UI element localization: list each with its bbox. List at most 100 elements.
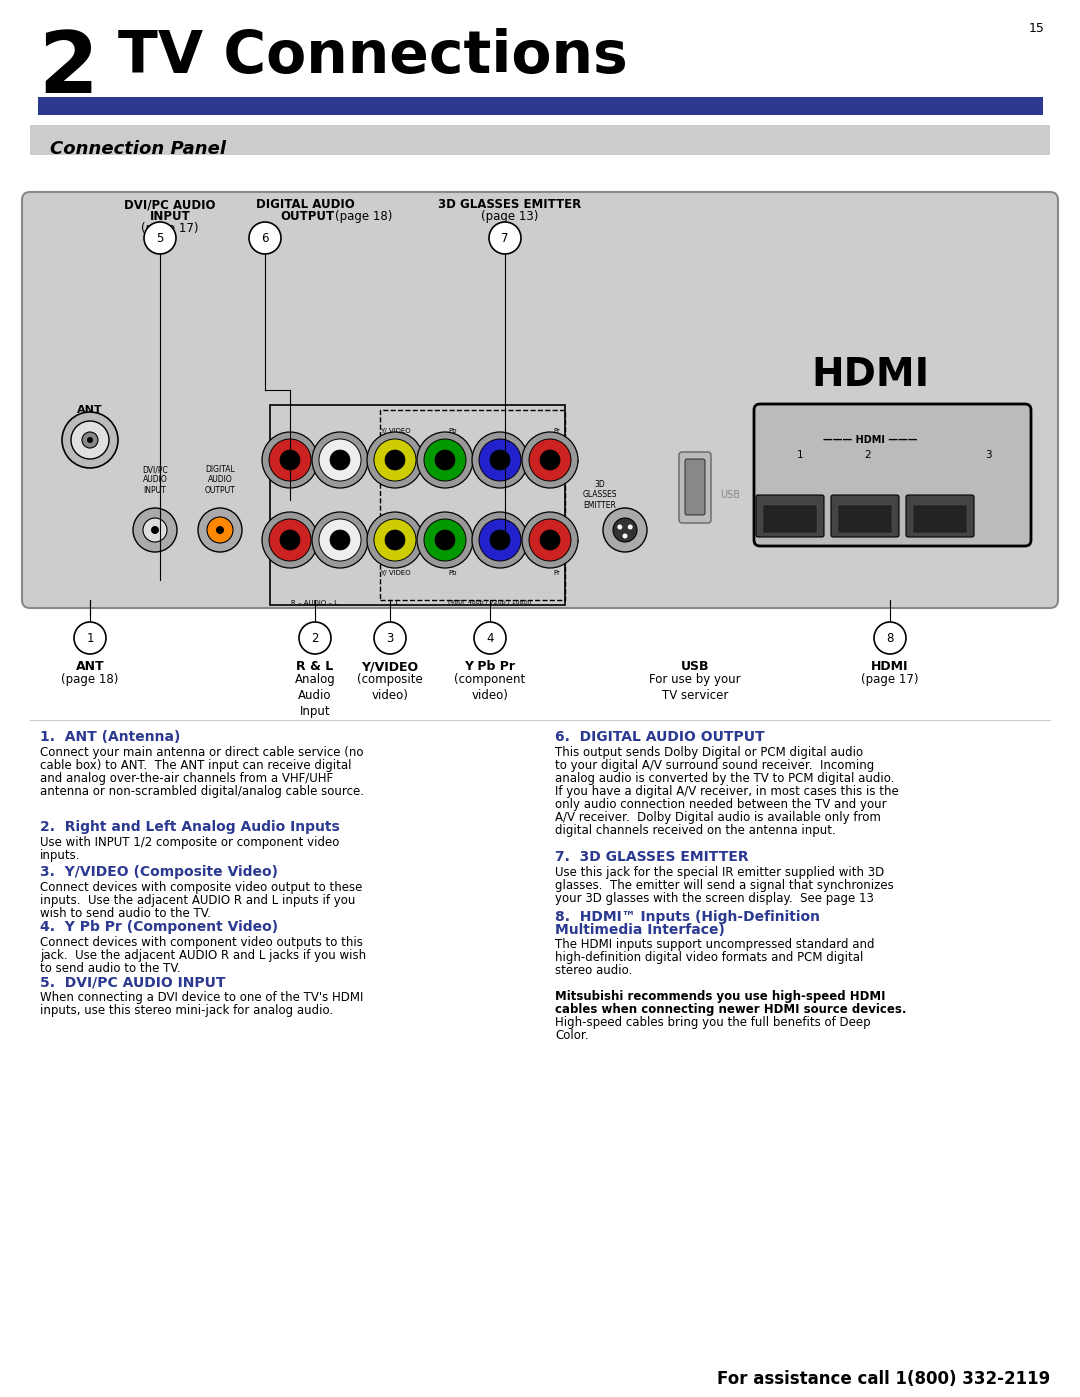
Text: 1: 1 [393,599,397,606]
Circle shape [627,524,633,529]
Circle shape [216,527,224,534]
Circle shape [622,534,627,538]
Circle shape [143,518,167,542]
Circle shape [262,511,318,569]
Circle shape [144,222,176,254]
Circle shape [522,511,578,569]
Text: Pb: Pb [449,570,457,576]
Circle shape [618,524,622,529]
Text: your 3D glasses with the screen display.  See page 13: your 3D glasses with the screen display.… [555,893,874,905]
Circle shape [82,432,98,448]
Text: (page 13): (page 13) [482,210,539,224]
Text: TV Connections: TV Connections [118,28,627,85]
FancyBboxPatch shape [831,495,899,536]
Text: 5.  DVI/PC AUDIO INPUT: 5. DVI/PC AUDIO INPUT [40,975,226,989]
Text: 2: 2 [38,28,98,110]
Text: 6: 6 [261,232,269,244]
Circle shape [490,450,510,469]
Text: 3: 3 [387,631,394,644]
Text: (page 17): (page 17) [861,673,919,686]
Text: (component
video): (component video) [455,673,526,703]
Text: (480i  480p / 720p / 1080i): (480i 480p / 720p / 1080i) [448,599,531,605]
Circle shape [262,432,318,488]
Circle shape [374,520,416,562]
FancyBboxPatch shape [685,460,705,515]
Text: 3D
GLASSES
EMITTER: 3D GLASSES EMITTER [583,481,618,510]
Circle shape [424,520,465,562]
Circle shape [540,450,561,469]
Text: 7: 7 [501,232,509,244]
FancyBboxPatch shape [756,495,824,536]
Circle shape [417,432,473,488]
Text: Pr: Pr [554,427,561,434]
Text: HDMI: HDMI [872,659,908,673]
Circle shape [529,439,571,481]
Text: to your digital A/V surround sound receiver.  Incoming: to your digital A/V surround sound recei… [555,759,874,773]
Text: Color.: Color. [555,1030,589,1042]
Text: Y/ VIDEO: Y/ VIDEO [380,427,410,434]
Text: OUTPUT: OUTPUT [280,210,334,224]
Text: 3: 3 [985,450,991,460]
Text: INPUT
1: INPUT 1 [569,531,580,549]
Text: stereo audio.: stereo audio. [555,964,632,977]
Text: ——— HDMI ———: ——— HDMI ——— [823,434,917,446]
FancyBboxPatch shape [838,504,892,534]
Circle shape [529,520,571,562]
Text: 2: 2 [311,631,319,644]
Circle shape [151,527,159,534]
Text: glasses.  The emitter will send a signal that synchronizes: glasses. The emitter will send a signal … [555,879,894,893]
Text: to send audio to the TV.: to send audio to the TV. [40,963,180,975]
Text: INPUT: INPUT [150,210,190,224]
Text: 2.  Right and Left Analog Audio Inputs: 2. Right and Left Analog Audio Inputs [40,820,340,834]
Text: R & L: R & L [296,659,334,673]
Circle shape [299,622,330,654]
Text: digital channels received on the antenna input.: digital channels received on the antenna… [555,824,836,837]
Text: 7.  3D GLASSES EMITTER: 7. 3D GLASSES EMITTER [555,849,748,863]
Text: Pb: Pb [449,427,457,434]
Text: Connect your main antenna or direct cable service (no: Connect your main antenna or direct cabl… [40,746,364,759]
Text: 4: 4 [486,631,494,644]
Circle shape [207,517,233,543]
Text: 8.  HDMI™ Inputs (High-Definition: 8. HDMI™ Inputs (High-Definition [555,909,820,923]
Text: Y Pb Pr: Y Pb Pr [464,659,515,673]
Text: Y/ VIDEO: Y/ VIDEO [380,570,410,576]
Text: R – AUDIO – L: R – AUDIO – L [292,599,338,606]
Text: 1: 1 [797,450,804,460]
Circle shape [613,518,637,542]
Circle shape [269,439,311,481]
FancyBboxPatch shape [913,504,967,534]
Text: cables when connecting newer HDMI source devices.: cables when connecting newer HDMI source… [555,1003,906,1016]
Circle shape [540,529,561,550]
Text: (page 17): (page 17) [141,222,199,235]
Text: A/V receiver.  Dolby Digital audio is available only from: A/V receiver. Dolby Digital audio is ava… [555,812,881,824]
Circle shape [603,509,647,552]
Text: analog audio is converted by the TV to PCM digital audio.: analog audio is converted by the TV to P… [555,773,894,785]
Circle shape [133,509,177,552]
Text: Analog
Audio
Input: Analog Audio Input [295,673,336,718]
Text: Multimedia Interface): Multimedia Interface) [555,923,725,937]
Text: cable box) to ANT.  The ANT input can receive digital: cable box) to ANT. The ANT input can rec… [40,759,351,773]
Circle shape [330,450,350,469]
Text: ANT: ANT [76,659,105,673]
Text: Connection Panel: Connection Panel [50,140,226,158]
Circle shape [319,439,361,481]
Text: HDMI: HDMI [811,356,929,394]
Text: ANT: ANT [77,405,103,415]
Text: If you have a digital A/V receiver, in most cases this is the: If you have a digital A/V receiver, in m… [555,785,899,798]
Text: and analog over-the-air channels from a VHF/UHF: and analog over-the-air channels from a … [40,773,333,785]
Circle shape [374,622,406,654]
FancyBboxPatch shape [754,404,1031,546]
Text: 1: 1 [86,631,94,644]
Circle shape [280,529,300,550]
FancyBboxPatch shape [762,504,816,534]
Circle shape [474,622,507,654]
Circle shape [480,520,521,562]
Text: Use with INPUT 1/2 composite or component video: Use with INPUT 1/2 composite or componen… [40,835,339,849]
Text: High-speed cables bring you the full benefits of Deep: High-speed cables bring you the full ben… [555,1016,870,1030]
Text: This output sends Dolby Digital or PCM digital audio: This output sends Dolby Digital or PCM d… [555,746,863,759]
Text: DIGITAL
AUDIO
OUTPUT: DIGITAL AUDIO OUTPUT [204,465,235,495]
Bar [30,124,1050,155]
Text: 3D GLASSES EMITTER: 3D GLASSES EMITTER [438,198,582,211]
Text: 5: 5 [157,232,164,244]
FancyBboxPatch shape [679,453,711,522]
